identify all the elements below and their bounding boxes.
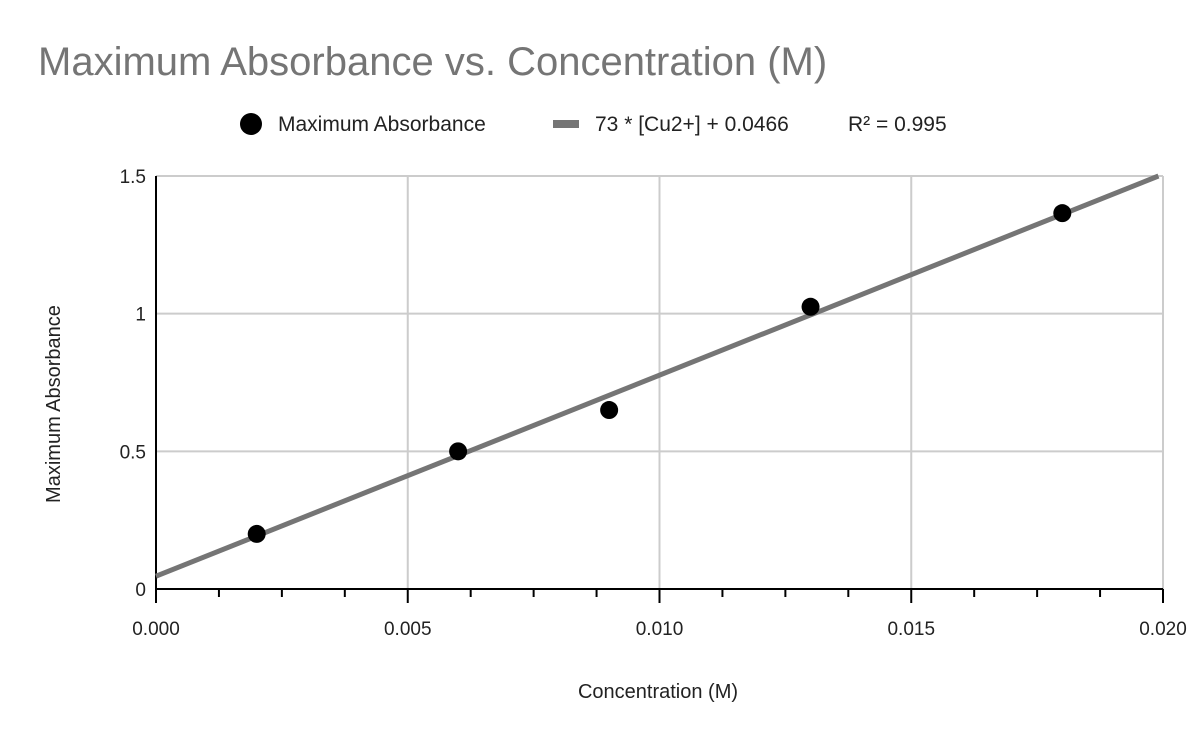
data-point: [600, 401, 619, 420]
legend: Maximum Absorbance 73 * [Cu2+] + 0.0466 …: [240, 113, 947, 136]
tick-labels: 0.000 0.005 0.010 0.015 0.020 0 0.5 1 1.5: [120, 167, 1187, 640]
trendline: [155, 173, 1160, 579]
legend-marker-trendline: [553, 120, 579, 128]
y-tick-label: 0.5: [120, 442, 146, 463]
x-axis-title: Concentration (M): [578, 681, 738, 703]
chart-title: Maximum Absorbance vs. Concentration (M): [38, 40, 827, 84]
y-tick-label: 1.5: [120, 167, 146, 188]
x-tick-label: 0.000: [132, 619, 180, 640]
y-axis-title: Maximum Absorbance: [43, 305, 65, 503]
legend-label-r2: R² = 0.995: [848, 113, 947, 136]
x-tick-label: 0.005: [384, 619, 432, 640]
x-tick-label: 0.010: [636, 619, 684, 640]
legend-marker-points: [240, 113, 262, 135]
gridlines: [156, 175, 1164, 589]
data-points: [247, 204, 1072, 543]
legend-label-trendline: 73 * [Cu2+] + 0.0466: [595, 113, 789, 136]
y-tick-label: 0: [135, 580, 146, 601]
y-tick-label: 1: [135, 305, 146, 326]
x-tick-label: 0.020: [1139, 619, 1187, 640]
data-point: [801, 297, 820, 316]
x-tick-label: 0.015: [887, 619, 935, 640]
trendline-layer: [155, 173, 1160, 579]
legend-label-points: Maximum Absorbance: [278, 113, 486, 136]
data-point: [1053, 204, 1072, 223]
data-point: [449, 442, 468, 461]
axes: [155, 176, 1164, 603]
data-point: [247, 524, 266, 543]
